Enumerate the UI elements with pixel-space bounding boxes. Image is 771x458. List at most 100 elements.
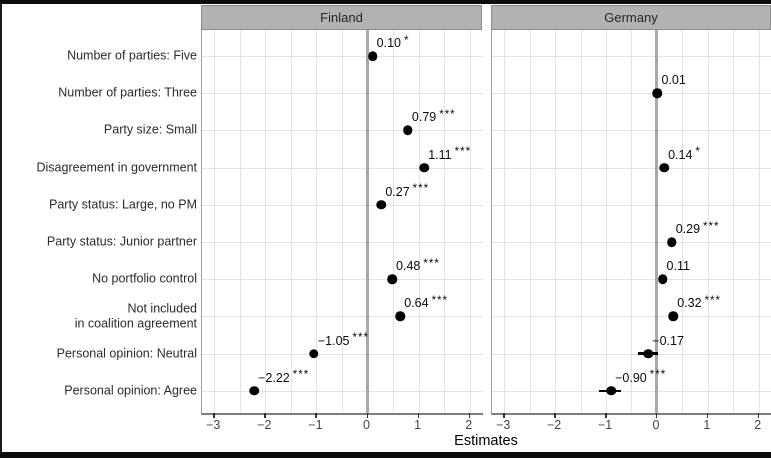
- y-axis-label: No portfolio control: [92, 271, 197, 286]
- estimate-value: 0.14: [668, 147, 693, 162]
- x-tick-label: 0: [652, 418, 660, 432]
- gridline-vertical: [580, 30, 582, 413]
- y-axis-label: Number of parties: Three: [58, 85, 197, 100]
- facet-strip: Germany: [491, 5, 771, 30]
- estimate-value: 0.11: [666, 259, 690, 274]
- estimate-label: 0.32 ***: [677, 294, 722, 311]
- x-tick-label: 0: [363, 418, 371, 432]
- estimate-value: −0.90: [615, 370, 647, 385]
- estimate-value: 0.27: [385, 184, 410, 199]
- estimate-point: [652, 88, 663, 98]
- estimate-label: 1.11 ***: [428, 146, 472, 162]
- significance-stars: ***: [423, 257, 440, 270]
- x-tick-label: −1: [597, 418, 613, 432]
- significance-stars: *: [695, 146, 701, 159]
- estimate-point: [403, 125, 413, 136]
- x-tick-label: −3: [206, 418, 221, 432]
- x-tick: [366, 413, 369, 418]
- x-tick-label: −3: [496, 418, 511, 432]
- significance-stars: ***: [292, 369, 310, 382]
- x-tick: [468, 413, 471, 418]
- facet-plot-area: 0.01 0.14 * 0.29 *** 0.11 0.32 *** −0.17 −0.90 ***: [491, 30, 771, 415]
- gridline-vertical: [265, 30, 267, 413]
- facet-plot-area: 0.10 * 0.79 *** 1.11 *** 0.27 *** 0.48 *** 0.64 ***…: [201, 30, 483, 415]
- significance-stars: *: [403, 34, 410, 47]
- estimate-point: [666, 237, 677, 247]
- y-axis-label: Personal opinion: Agree: [64, 383, 197, 398]
- significance-stars: ***: [454, 146, 472, 159]
- significance-stars: ***: [649, 369, 667, 382]
- gridline-vertical: [707, 30, 709, 413]
- gridline-vertical: [682, 30, 684, 413]
- x-tick: [264, 413, 266, 418]
- x-axis-title: Estimates: [454, 433, 518, 449]
- facet-strip-label: Finland: [320, 10, 363, 25]
- gridline-vertical: [214, 30, 216, 413]
- gridline-vertical: [555, 30, 557, 413]
- x-tick-label: 2: [754, 418, 762, 432]
- gridline-vertical: [469, 30, 471, 413]
- estimate-point: [249, 386, 259, 396]
- estimate-value: 0.48: [396, 259, 421, 274]
- x-tick-label: −1: [308, 418, 323, 432]
- estimate-point: [376, 200, 387, 210]
- estimate-label: −0.90 ***: [615, 369, 667, 385]
- y-axis-label: Party status: Junior partner: [46, 234, 197, 249]
- facet-strip-label: Germany: [604, 10, 658, 25]
- significance-stars: ***: [439, 108, 456, 121]
- gridline-vertical: [290, 30, 292, 413]
- estimate-label: −2.22 ***: [258, 369, 310, 385]
- significance-stars: ***: [703, 220, 720, 233]
- y-axis-label: Party status: Large, no PM: [49, 197, 197, 212]
- gridline-vertical: [606, 30, 608, 413]
- estimate-label: 0.11: [667, 259, 690, 273]
- estimate-point: [419, 162, 429, 173]
- gridline-vertical: [733, 30, 735, 413]
- estimate-value: 0.79: [411, 110, 437, 125]
- y-axis-label: Personal opinion: Neutral: [56, 346, 197, 361]
- estimate-value: 0.01: [661, 73, 686, 88]
- estimate-point: [387, 274, 397, 284]
- estimate-label: 0.14 *: [668, 146, 701, 162]
- estimate-value: −0.17: [652, 333, 684, 348]
- x-tick: [417, 413, 420, 418]
- estimate-point: [643, 348, 654, 359]
- zero-reference-line: [655, 30, 659, 413]
- gridline-vertical: [418, 30, 420, 413]
- left-crop-line: [0, 4, 2, 452]
- estimate-point: [659, 162, 669, 173]
- significance-stars: ***: [431, 294, 448, 307]
- estimate-label: 0.27 ***: [385, 183, 429, 199]
- x-tick: [213, 413, 215, 418]
- x-tick: [315, 413, 317, 418]
- estimate-label: 0.10 *: [376, 34, 410, 51]
- x-tick-label: −2: [546, 418, 562, 432]
- gridline-vertical: [631, 30, 633, 413]
- x-tick: [706, 413, 709, 418]
- significance-stars: ***: [704, 294, 722, 307]
- gridline-vertical: [504, 30, 506, 413]
- y-axis-label: Disagreement in government: [36, 160, 198, 175]
- estimate-value: 0.64: [404, 296, 429, 311]
- x-tick: [503, 413, 505, 418]
- significance-stars: ***: [352, 332, 369, 345]
- x-tick-label: 2: [465, 418, 473, 432]
- estimate-value: 0.10: [376, 36, 401, 50]
- estimate-label: −1.05 ***: [318, 332, 369, 348]
- estimate-label: 0.79 ***: [411, 108, 456, 125]
- y-axis-label: Party size: Small: [103, 123, 197, 138]
- facet-strip: Finland: [201, 5, 482, 30]
- gridline-vertical: [393, 30, 395, 413]
- x-tick-label: 1: [703, 418, 711, 432]
- x-tick-label: 1: [414, 418, 422, 432]
- x-tick-label: −2: [257, 418, 272, 432]
- estimate-label: −0.17: [652, 334, 684, 348]
- estimate-point: [367, 51, 378, 61]
- y-axis-label: Not included in coalition agreement: [74, 301, 197, 331]
- y-axis-label: Number of parties: Five: [67, 48, 197, 63]
- gridline-vertical: [239, 30, 241, 413]
- estimate-point: [668, 311, 678, 322]
- estimate-label: 0.01: [661, 73, 685, 87]
- x-tick: [757, 413, 760, 418]
